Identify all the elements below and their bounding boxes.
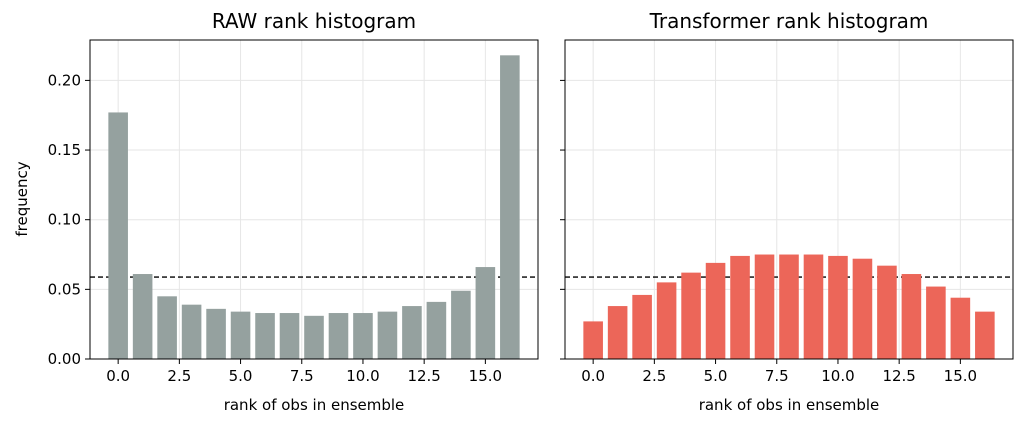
bar-rank-15 [475,267,496,359]
y-tick-label: 0.00 [48,350,81,368]
bar-rank-5 [230,311,251,359]
y-tick-label: 0.15 [48,141,81,159]
bar-rank-11 [377,311,398,359]
bar-rank-12 [877,265,897,359]
plot-frame [89,39,539,360]
bar-rank-13 [901,274,922,359]
transformer-rank-histogram-panel: Transformer rank histogram 0.0 2.5 5.0 7.5 1… [560,9,1014,414]
bar-rank-16 [500,55,520,359]
x-ticks: 0.0 2.5 5.0 7.5 10.0 12.5 15.0 [581,359,977,385]
bar-rank-0 [583,321,603,359]
bar-rank-4 [681,272,701,359]
bars [108,55,520,360]
bar-rank-15 [950,297,971,359]
raw-rank-histogram-panel: RAW rank histogram 0.0 2.5 5.0 7.5 10.0 12.5 1… [13,9,539,414]
x-tick-label: 2.5 [167,367,191,385]
bar-rank-13 [426,301,447,359]
x-tick-label: 0.0 [106,367,130,385]
bar-rank-4 [206,308,226,359]
y-tick-label: 0.10 [48,211,81,229]
bar-rank-8 [304,315,324,359]
x-tick-label: 2.5 [642,367,666,385]
bar-rank-9 [328,313,349,359]
bar-rank-2 [632,294,652,359]
y-axis-label: frequency [13,161,31,236]
bar-rank-1 [607,306,628,359]
x-tick-label: 7.5 [290,367,314,385]
bar-rank-16 [975,311,995,359]
bar-rank-3 [656,282,677,359]
y-tick-label: 0.05 [48,280,81,298]
chart-title: RAW rank histogram [212,9,416,33]
chart-title: Transformer rank histogram [649,9,929,33]
x-tick-label: 15.0 [469,367,502,385]
x-tick-label: 5.0 [229,367,253,385]
bar-rank-6 [730,255,750,359]
x-tick-label: 15.0 [944,367,977,385]
bar-rank-10 [828,255,848,359]
bar-rank-14 [451,290,471,359]
bar-rank-14 [926,286,946,359]
x-axis-label: rank of obs in ensemble [699,396,880,414]
plot-frame [564,39,1014,360]
bars [583,254,995,359]
x-axis-label: rank of obs in ensemble [224,396,405,414]
x-tick-label: 10.0 [346,367,379,385]
x-tick-label: 7.5 [765,367,789,385]
x-tick-label: 5.0 [704,367,728,385]
y-tick-label: 0.20 [48,71,81,89]
x-ticks: 0.0 2.5 5.0 7.5 10.0 12.5 15.0 [106,359,502,385]
bar-rank-7 [279,313,300,359]
bar-rank-10 [353,313,373,359]
x-tick-label: 12.5 [407,367,440,385]
bar-rank-0 [108,112,128,360]
bar-rank-12 [402,306,422,359]
bar-rank-8 [779,254,799,359]
x-tick-label: 12.5 [882,367,915,385]
x-tick-label: 0.0 [581,367,605,385]
bar-rank-11 [852,258,873,359]
bar-rank-3 [181,304,202,359]
x-tick-label: 10.0 [821,367,854,385]
y-ticks: 0.00 0.05 0.10 0.15 0.20 [48,71,90,368]
bar-rank-5 [705,262,726,359]
bar-rank-6 [255,313,275,359]
grid [90,40,538,360]
bar-rank-1 [132,274,153,359]
y-ticks [560,79,565,360]
bar-rank-9 [803,254,824,359]
bar-rank-7 [754,254,775,359]
bar-rank-2 [157,296,177,359]
